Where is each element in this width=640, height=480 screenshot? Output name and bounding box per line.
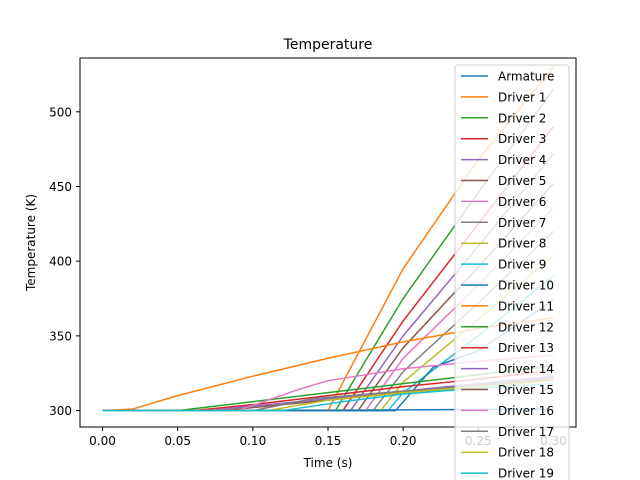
x-tick-label: 0.20	[390, 434, 417, 448]
x-tick-label: 0.15	[315, 434, 342, 448]
x-tick-label: 0.10	[239, 434, 266, 448]
x-axis-label: Time (s)	[303, 456, 353, 470]
y-axis: 300 350 400 450 500	[49, 105, 80, 418]
legend-label: Driver 3	[498, 132, 546, 146]
legend-label: Driver 17	[498, 425, 554, 439]
y-tick-label: 350	[49, 329, 72, 343]
legend-label: Driver 11	[498, 299, 554, 313]
legend-label: Armature	[498, 70, 554, 84]
legend-label: Driver 8	[498, 237, 546, 251]
legend-label: Driver 1	[498, 90, 546, 104]
y-tick-label: 500	[49, 105, 72, 119]
legend-label: Driver 9	[498, 258, 546, 272]
y-axis-label: Temperature (K)	[24, 194, 38, 292]
chart-title: Temperature	[283, 37, 373, 53]
legend-label: Driver 10	[498, 279, 554, 293]
legend-label: Driver 16	[498, 404, 554, 418]
legend-label: Driver 19	[498, 467, 554, 480]
legend-label: Driver 4	[498, 153, 546, 167]
legend-label: Driver 13	[498, 341, 554, 355]
y-tick-label: 300	[49, 404, 72, 418]
legend-label: Driver 12	[498, 320, 554, 334]
legend-label: Driver 5	[498, 174, 546, 188]
x-tick-label: 0.00	[89, 434, 116, 448]
legend-label: Driver 14	[498, 362, 554, 376]
legend-label: Driver 15	[498, 383, 554, 397]
x-tick-label: 0.05	[164, 434, 191, 448]
legend-box	[454, 64, 570, 480]
legend-label: Driver 6	[498, 195, 546, 209]
legend-label: Driver 2	[498, 111, 546, 125]
legend: Armature Driver 1 Driver 2 Driver 3 Driver 4…	[454, 64, 570, 480]
legend-label: Driver 7	[498, 216, 546, 230]
y-tick-label: 400	[49, 255, 72, 269]
y-tick-label: 450	[49, 180, 72, 194]
legend-label: Driver 18	[498, 446, 554, 460]
